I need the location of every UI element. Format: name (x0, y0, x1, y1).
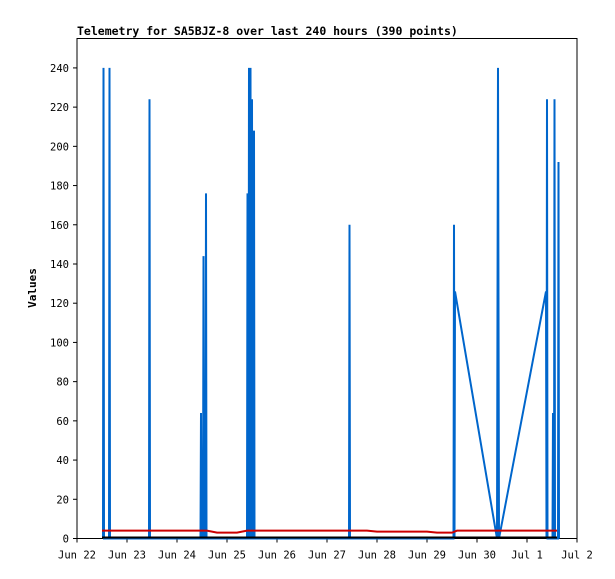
y-tick-label: 80 (56, 377, 69, 389)
chart-title: Telemetry for SA5BJZ-8 over last 240 hou… (77, 24, 458, 38)
x-tick-label: Jun 30 (458, 550, 496, 562)
series-line-2 (102, 529, 557, 534)
y-tick-label: 20 (56, 494, 69, 506)
y-tick-label: 140 (50, 259, 69, 271)
x-tick-label: Jul 2 (561, 550, 593, 562)
x-tick-label: Jun 26 (258, 550, 296, 562)
x-tick-label: Jun 25 (208, 550, 246, 562)
y-tick-label: 120 (50, 298, 69, 310)
y-tick-label: 200 (50, 141, 69, 153)
x-tick-label: Jun 28 (358, 550, 396, 562)
x-axis: Jun 22 Jun 23 Jun 24 Jun 25 Jun 26 Jun 27 Jun … (58, 538, 593, 562)
y-tick-label: 60 (56, 416, 69, 428)
plot-frame (76, 38, 578, 539)
y-tick-label: 240 (50, 63, 69, 75)
y-tick-label: 160 (50, 220, 69, 232)
y-tick-label: 180 (50, 181, 69, 193)
y-axis: 0 20 40 60 80 100 120 140 160 180 200 220 240 (50, 63, 77, 546)
x-tick-label: Jun 23 (108, 550, 146, 562)
x-tick-label: Jun 22 (58, 550, 96, 562)
x-tick-label: Jun 29 (408, 550, 446, 562)
series-layer (102, 67, 560, 540)
y-axis-label: Values (26, 268, 39, 308)
y-tick-label: 0 (63, 534, 69, 546)
x-tick-label: Jul 1 (511, 550, 543, 562)
y-tick-label: 220 (50, 102, 69, 114)
series-line-1 (102, 67, 560, 540)
y-tick-label: 100 (50, 337, 69, 349)
y-tick-label: 40 (56, 455, 69, 467)
x-tick-label: Jun 24 (158, 550, 196, 562)
x-tick-label: Jun 27 (308, 550, 346, 562)
